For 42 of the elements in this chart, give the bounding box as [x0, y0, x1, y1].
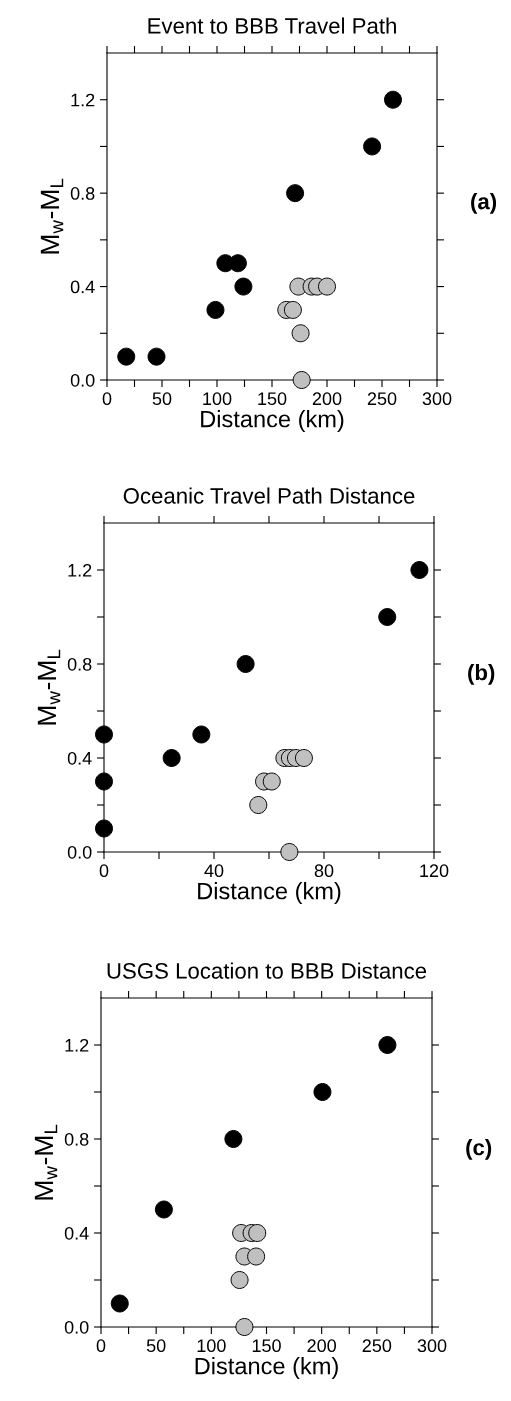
x-tick-label: 200: [312, 392, 342, 406]
x-tick-label: 150: [258, 392, 287, 406]
text: (b): [468, 663, 495, 685]
text: 0.0: [64, 1320, 89, 1334]
y-tick-label: 0.4: [70, 280, 95, 294]
x-axis-title: Distance (km): [198, 882, 341, 905]
chart-title: Oceanic Travel Path Distance: [123, 487, 415, 504]
x-tick-label: 0: [96, 1339, 106, 1353]
x-tick-label: 150: [252, 1339, 281, 1353]
x-tick-label: 250: [367, 392, 397, 406]
chart-title: USGS Location to BBB Distance: [107, 962, 427, 979]
y-axis-title: M$_{w}$-M$_{L}$: [37, 649, 61, 725]
x-tick-label: 50: [146, 1339, 166, 1353]
y-tick-label: 0.4: [64, 1226, 89, 1240]
x-axis-title: Distance (km): [195, 1357, 338, 1380]
y-tick-label: 0.8: [70, 187, 95, 200]
x-tick-label: 200: [307, 1339, 337, 1353]
text: 0.0: [67, 845, 92, 859]
x-tick-label: 300: [417, 1339, 447, 1353]
y-tick-label: 0.8: [67, 657, 92, 671]
x-tick-label: 40: [204, 864, 224, 878]
x-tick-label: 0: [102, 392, 112, 406]
y-tick-label: 1.2: [65, 1038, 89, 1052]
x-tick-label: 100: [203, 392, 232, 406]
y-tick-label: 1.2: [68, 563, 92, 577]
text: (a): [471, 193, 497, 214]
x-tick-label: 80: [314, 864, 334, 878]
x-tick-label: 120: [420, 864, 449, 878]
y-axis-title: M$_{w}$-M$_{L}$: [40, 178, 64, 254]
y-axis-title: M$_{w}$-M$_{L}$: [34, 1124, 58, 1200]
x-tick-label: 250: [362, 1339, 392, 1353]
x-tick-label: 0: [99, 864, 109, 878]
x-tick-label: 300: [422, 392, 452, 406]
y-tick-label: 0.4: [67, 751, 92, 765]
chart-title: Event to BBB Travel Path: [148, 17, 396, 34]
y-tick-label: 0.8: [64, 1132, 89, 1146]
y-tick-label: 1.2: [71, 93, 95, 107]
x-axis-title: Distance (km): [201, 410, 344, 433]
text: (c): [466, 1138, 492, 1160]
text: 0.0: [70, 373, 95, 387]
x-tick-label: 100: [197, 1339, 226, 1353]
x-tick-label: 50: [152, 392, 172, 406]
